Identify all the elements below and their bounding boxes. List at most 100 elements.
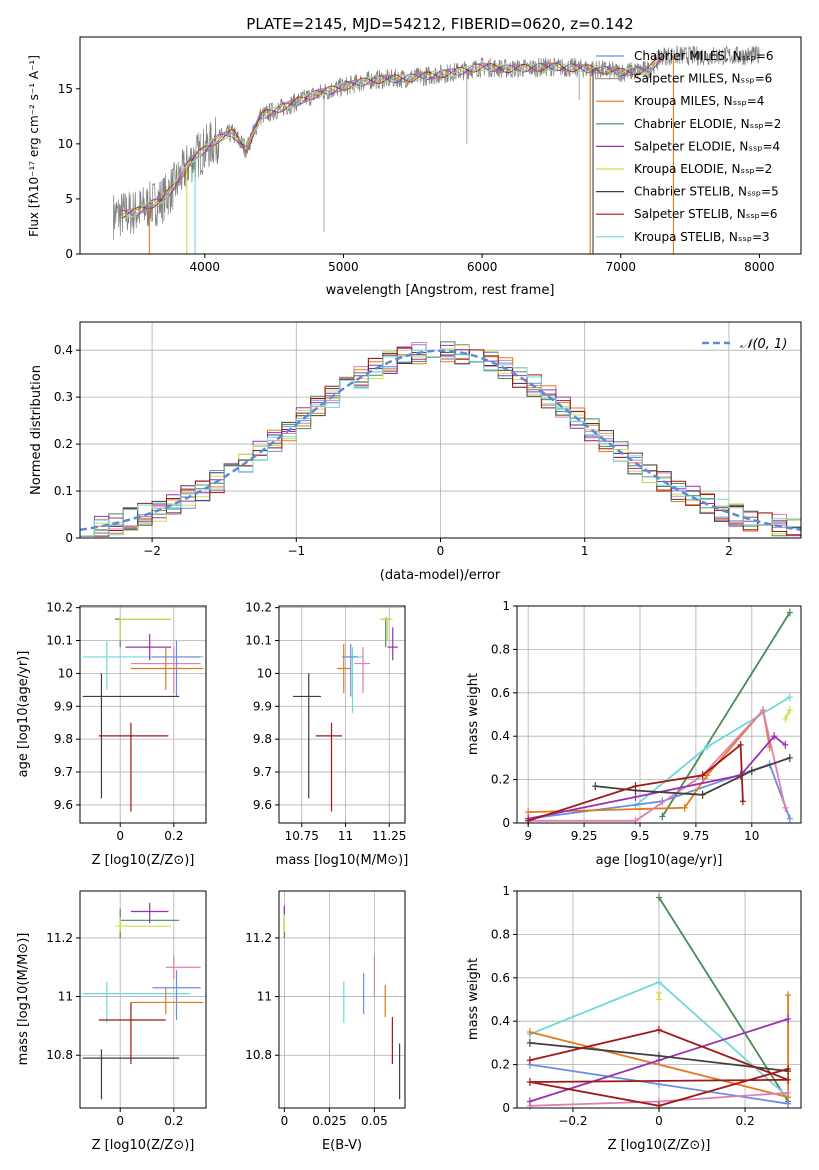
x-tick-label: 0 [437, 544, 445, 558]
mass-weight-vs-age-frame [516, 605, 802, 824]
y-tick-label: 10 [58, 137, 73, 151]
y-tick-label: 0.2 [491, 773, 510, 787]
mass-vs-ebv-xlabel: E(B-V) [322, 1138, 362, 1153]
residual-histogram-step [80, 351, 801, 537]
age-vs-metallicity-frame [79, 605, 207, 824]
spectrum-panel: 4000 5000 6000 7000 8000 0 5 10 15 wavelength [A… [27, 36, 802, 298]
y-tick-label: 9.7 [253, 765, 272, 779]
residual-histogram-step [80, 349, 801, 537]
x-tick-label: 0 [655, 1114, 663, 1128]
x-tick-label: 5000 [328, 260, 359, 274]
x-tick-label: 9.5 [630, 829, 649, 843]
legend-label: Salpeter ELODIE, Nₛₛₚ=4 [634, 139, 780, 153]
model-spectrum-line [121, 59, 663, 216]
age-vs-mass-xlabel: mass [log10(M/M⊙)] [276, 853, 409, 868]
figure-title: PLATE=2145, MJD=54212, FIBERID=0620, z=0… [246, 15, 633, 33]
y-tick-label: 9.8 [253, 732, 272, 746]
spectrum-axes-frame [79, 36, 802, 255]
histogram-ylabel: Normed distribution [29, 365, 44, 495]
x-tick-label: 9.25 [571, 829, 598, 843]
mass-weight-vs-age-ylabel: mass weight [466, 673, 481, 755]
legend-label: Kroupa STELIB, Nₛₛₚ=3 [634, 230, 770, 244]
spectrum-xlabel: wavelength [Angstrom, rest frame] [326, 283, 555, 298]
x-tick-label: 4000 [190, 260, 221, 274]
x-tick-label: 7000 [605, 260, 636, 274]
mass-weight-line [784, 709, 791, 720]
y-tick-label: 0.6 [491, 971, 510, 985]
y-tick-label: 0.2 [54, 437, 73, 451]
y-tick-label: 11.2 [46, 931, 73, 945]
legend-label: Salpeter STELIB, Nₛₛₚ=6 [634, 207, 778, 221]
y-tick-label: 10 [58, 666, 73, 680]
x-tick-label: 0.05 [361, 1114, 388, 1128]
age-vs-metallicity-ylabel: age [log10(age/yr)] [16, 651, 31, 778]
x-tick-label: 0.2 [164, 1114, 183, 1128]
x-tick-label: 10.75 [285, 829, 319, 843]
legend-label: Kroupa MILES, Nₛₛₚ=4 [634, 94, 764, 108]
mass-vs-metallicity-frame [79, 890, 207, 1109]
y-tick-label: 0.4 [491, 1014, 510, 1028]
y-tick-label: 0.8 [491, 642, 510, 656]
mass-vs-metallicity-xlabel: Z [log10(Z/Z⊙)] [92, 1138, 195, 1153]
mass-weight-vs-metallicity-xlabel: Z [log10(Z/Z⊙)] [608, 1138, 711, 1153]
mass-weight-vs-age-xlabel: age [log10(age/yr)] [596, 853, 723, 868]
y-tick-label: 0.4 [54, 343, 73, 357]
mass-weight-vs-age-panel: 9 9.25 9.5 9.75 10 0 0.2 0.4 0.6 0.8 1 age [log10(… [466, 599, 802, 868]
y-tick-label: 0 [502, 816, 510, 830]
y-tick-label: 0 [65, 247, 73, 261]
observed-spectrum-line [112, 45, 760, 240]
y-tick-label: 10.1 [245, 634, 272, 648]
y-tick-label: 9.8 [54, 732, 73, 746]
x-tick-label: 11.25 [372, 829, 406, 843]
age-vs-metallicity-panel: 0 0.2 9.6 9.7 9.8 9.9 10 10.1 10.2 Z [log10(Z/Z⊙… [16, 601, 207, 868]
x-tick-label: 8000 [744, 260, 775, 274]
x-tick-label: 9.75 [683, 829, 710, 843]
histogram-xlabel: (data-model)/error [380, 568, 501, 583]
gaussian-legend-label: 𝒩(0, 1) [740, 337, 787, 352]
y-tick-label: 15 [58, 82, 73, 96]
y-tick-label: 10.2 [245, 601, 272, 615]
mass-vs-metallicity-panel: 0 0.2 10.8 11 11.2 Z [log10(Z/Z⊙)] mass [log… [16, 890, 207, 1153]
age-vs-metallicity-xlabel: Z [log10(Z/Z⊙)] [92, 853, 195, 868]
y-tick-label: 9.7 [54, 765, 73, 779]
y-tick-label: 0 [65, 531, 73, 545]
spectrum-ylabel: Flux [fλ10⁻¹⁷ erg cm⁻² s⁻¹ A⁻¹] [27, 55, 41, 237]
y-tick-label: 0.1 [54, 484, 73, 498]
age-vs-mass-panel: 10.75 11 11.25 9.6 9.7 9.8 9.9 10 10.1 10.2 mass … [245, 601, 408, 868]
x-tick-label: 2 [725, 544, 733, 558]
legend-label: Salpeter MILES, Nₛₛₚ=6 [634, 72, 772, 86]
y-tick-label: 0.2 [491, 1058, 510, 1072]
gaussian-curve [79, 349, 802, 532]
mass-weight-vs-metallicity-ylabel: mass weight [466, 958, 481, 1040]
y-tick-label: 11 [257, 990, 272, 1004]
y-tick-label: 5 [65, 192, 73, 206]
mass-vs-ebv-panel: 0 0.025 0.05 10.8 11 11.2 E(B-V) [245, 890, 406, 1153]
x-tick-label: 10 [744, 829, 759, 843]
y-tick-label: 10.2 [46, 601, 73, 615]
y-tick-label: 11 [58, 990, 73, 1004]
mass-weight-vs-metallicity-panel: −0.2 0 0.2 0 0.2 0.4 0.6 0.8 1 Z [log10(Z/Z⊙)] m… [466, 884, 802, 1153]
legend-label: Chabrier ELODIE, Nₛₛₚ=2 [634, 117, 781, 131]
spectrum-legend: Chabrier MILES, Nₛₛₚ=6 Salpeter MILES, Nₛ… [596, 49, 781, 244]
residual-histogram-panel: −2 −1 0 1 200.10.20.30.4 (data-model)/error … [29, 321, 802, 583]
mass-weight-line [529, 1028, 789, 1107]
legend-label: Chabrier STELIB, Nₛₛₚ=5 [634, 185, 779, 199]
y-tick-label: 0.4 [491, 729, 510, 743]
y-tick-label: 9.9 [253, 699, 272, 713]
model-spectrum-line [121, 51, 663, 217]
x-tick-label: −0.2 [558, 1114, 587, 1128]
y-tick-label: 9.6 [253, 798, 272, 812]
y-tick-label: 10.1 [46, 634, 73, 648]
y-tick-label: 10.8 [245, 1048, 272, 1062]
x-tick-label: 6000 [467, 260, 498, 274]
y-tick-label: 10 [257, 666, 272, 680]
y-tick-label: 0.8 [491, 927, 510, 941]
y-tick-label: 0.6 [491, 686, 510, 700]
mass-weight-line [658, 897, 789, 1102]
mass-weight-line [661, 612, 791, 817]
x-tick-label: 0 [281, 1114, 289, 1128]
x-tick-label: −1 [287, 544, 305, 558]
mass-vs-ebv-frame [278, 890, 406, 1109]
